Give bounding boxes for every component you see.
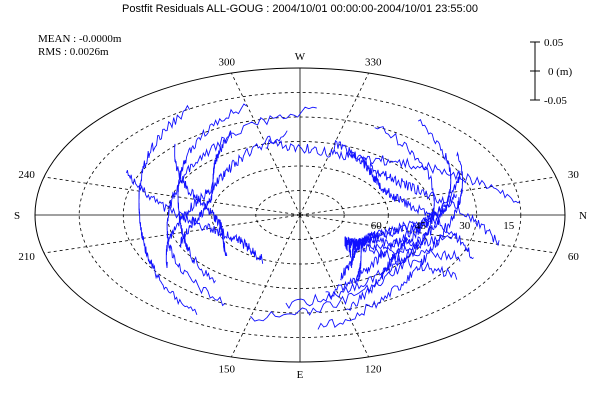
residual-tracks bbox=[126, 103, 521, 330]
residual-track bbox=[344, 236, 458, 280]
azimuth-label: 30 bbox=[568, 169, 580, 181]
residual-track bbox=[317, 151, 463, 330]
elevation-label: 60 bbox=[371, 220, 383, 232]
azimuth-spoke bbox=[231, 72, 301, 216]
residual-track bbox=[333, 139, 500, 247]
azimuth-label: 120 bbox=[365, 364, 382, 376]
rms-label: RMS : 0.0026m bbox=[38, 46, 109, 58]
cardinal-label: W bbox=[295, 51, 306, 63]
azimuth-label: 60 bbox=[568, 251, 580, 263]
chart-title: Postfit Residuals ALL-GOUG : 2004/10/01 … bbox=[122, 3, 478, 15]
azimuth-label: 300 bbox=[219, 56, 236, 68]
axis-labels: 300 330 30 60 120 150 210 240 N E S W 15 30 45 60 bbox=[14, 51, 587, 381]
azimuth-spoke bbox=[299, 214, 557, 254]
scale-top-label: 0.05 bbox=[544, 37, 564, 49]
residual-track bbox=[166, 106, 317, 307]
azimuth-label: 150 bbox=[219, 364, 236, 376]
elevation-label: 45 bbox=[415, 220, 427, 232]
azimuth-label: 210 bbox=[18, 251, 35, 263]
azimuth-spoke bbox=[299, 72, 369, 216]
cardinal-label: E bbox=[297, 369, 304, 381]
cardinal-label: S bbox=[14, 210, 20, 222]
elevation-label: 30 bbox=[459, 220, 471, 232]
residual-track bbox=[265, 138, 521, 204]
azimuth-spoke bbox=[299, 176, 557, 216]
scale-mid-label: 0 (m) bbox=[548, 66, 572, 78]
residual-track bbox=[345, 193, 457, 311]
residual-track bbox=[179, 130, 233, 248]
residual-track bbox=[177, 103, 247, 284]
scale-bar: 0.05 0 (m) -0.05 bbox=[530, 37, 572, 107]
azimuth-spoke bbox=[299, 214, 369, 358]
cardinal-label: N bbox=[579, 210, 587, 222]
residual-track bbox=[351, 232, 457, 269]
azimuth-spoke bbox=[43, 214, 301, 254]
residual-track bbox=[355, 217, 433, 282]
residual-track bbox=[165, 130, 288, 269]
residual-track bbox=[126, 170, 264, 264]
azimuth-spoke bbox=[43, 176, 301, 216]
elevation-label: 15 bbox=[503, 220, 515, 232]
residual-track bbox=[138, 104, 198, 315]
polar-grid bbox=[34, 67, 566, 363]
mean-label: MEAN : -0.0000m bbox=[38, 33, 122, 45]
azimuth-label: 330 bbox=[365, 56, 382, 68]
azimuth-label: 240 bbox=[18, 169, 35, 181]
residual-track bbox=[174, 143, 228, 257]
residual-track bbox=[250, 126, 435, 322]
azimuth-spoke bbox=[231, 214, 301, 358]
scale-bottom-label: -0.05 bbox=[544, 95, 567, 107]
residual-track bbox=[358, 158, 474, 260]
